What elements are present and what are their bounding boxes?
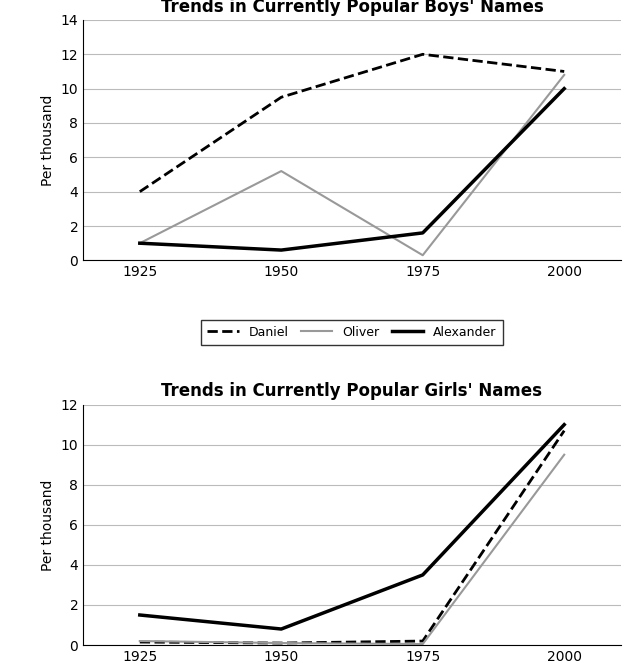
Emily bbox=[277, 625, 285, 633]
Line: Daniel: Daniel bbox=[140, 55, 564, 192]
Title: Trends in Currently Popular Girls' Names: Trends in Currently Popular Girls' Names bbox=[161, 382, 543, 400]
Sophia bbox=[277, 639, 285, 647]
Sophia bbox=[561, 427, 568, 435]
Isabella bbox=[136, 637, 143, 645]
Y-axis label: Per thousand: Per thousand bbox=[41, 94, 55, 186]
Isabella bbox=[561, 451, 568, 459]
Oliver bbox=[136, 239, 143, 247]
Sophia bbox=[136, 638, 143, 646]
Alexander bbox=[419, 229, 427, 237]
Isabella bbox=[419, 640, 427, 648]
Emily bbox=[136, 611, 143, 619]
Oliver bbox=[561, 71, 568, 79]
Oliver bbox=[419, 251, 427, 259]
Alexander bbox=[561, 84, 568, 92]
Line: Isabella: Isabella bbox=[140, 455, 564, 644]
Legend: Daniel, Oliver, Alexander: Daniel, Oliver, Alexander bbox=[201, 319, 503, 345]
Emily bbox=[561, 421, 568, 429]
Y-axis label: Per thousand: Per thousand bbox=[41, 479, 55, 571]
Daniel bbox=[561, 67, 568, 75]
Sophia bbox=[419, 637, 427, 645]
Isabella bbox=[277, 639, 285, 647]
Title: Trends in Currently Popular Boys' Names: Trends in Currently Popular Boys' Names bbox=[161, 0, 543, 15]
Alexander bbox=[277, 246, 285, 254]
Daniel bbox=[419, 51, 427, 59]
Alexander bbox=[136, 239, 143, 247]
Emily bbox=[419, 571, 427, 579]
Line: Emily: Emily bbox=[140, 425, 564, 629]
Daniel bbox=[277, 93, 285, 101]
Daniel bbox=[136, 188, 143, 196]
Line: Alexander: Alexander bbox=[140, 88, 564, 250]
Line: Oliver: Oliver bbox=[140, 75, 564, 255]
Line: Sophia: Sophia bbox=[140, 431, 564, 643]
Oliver bbox=[277, 167, 285, 175]
